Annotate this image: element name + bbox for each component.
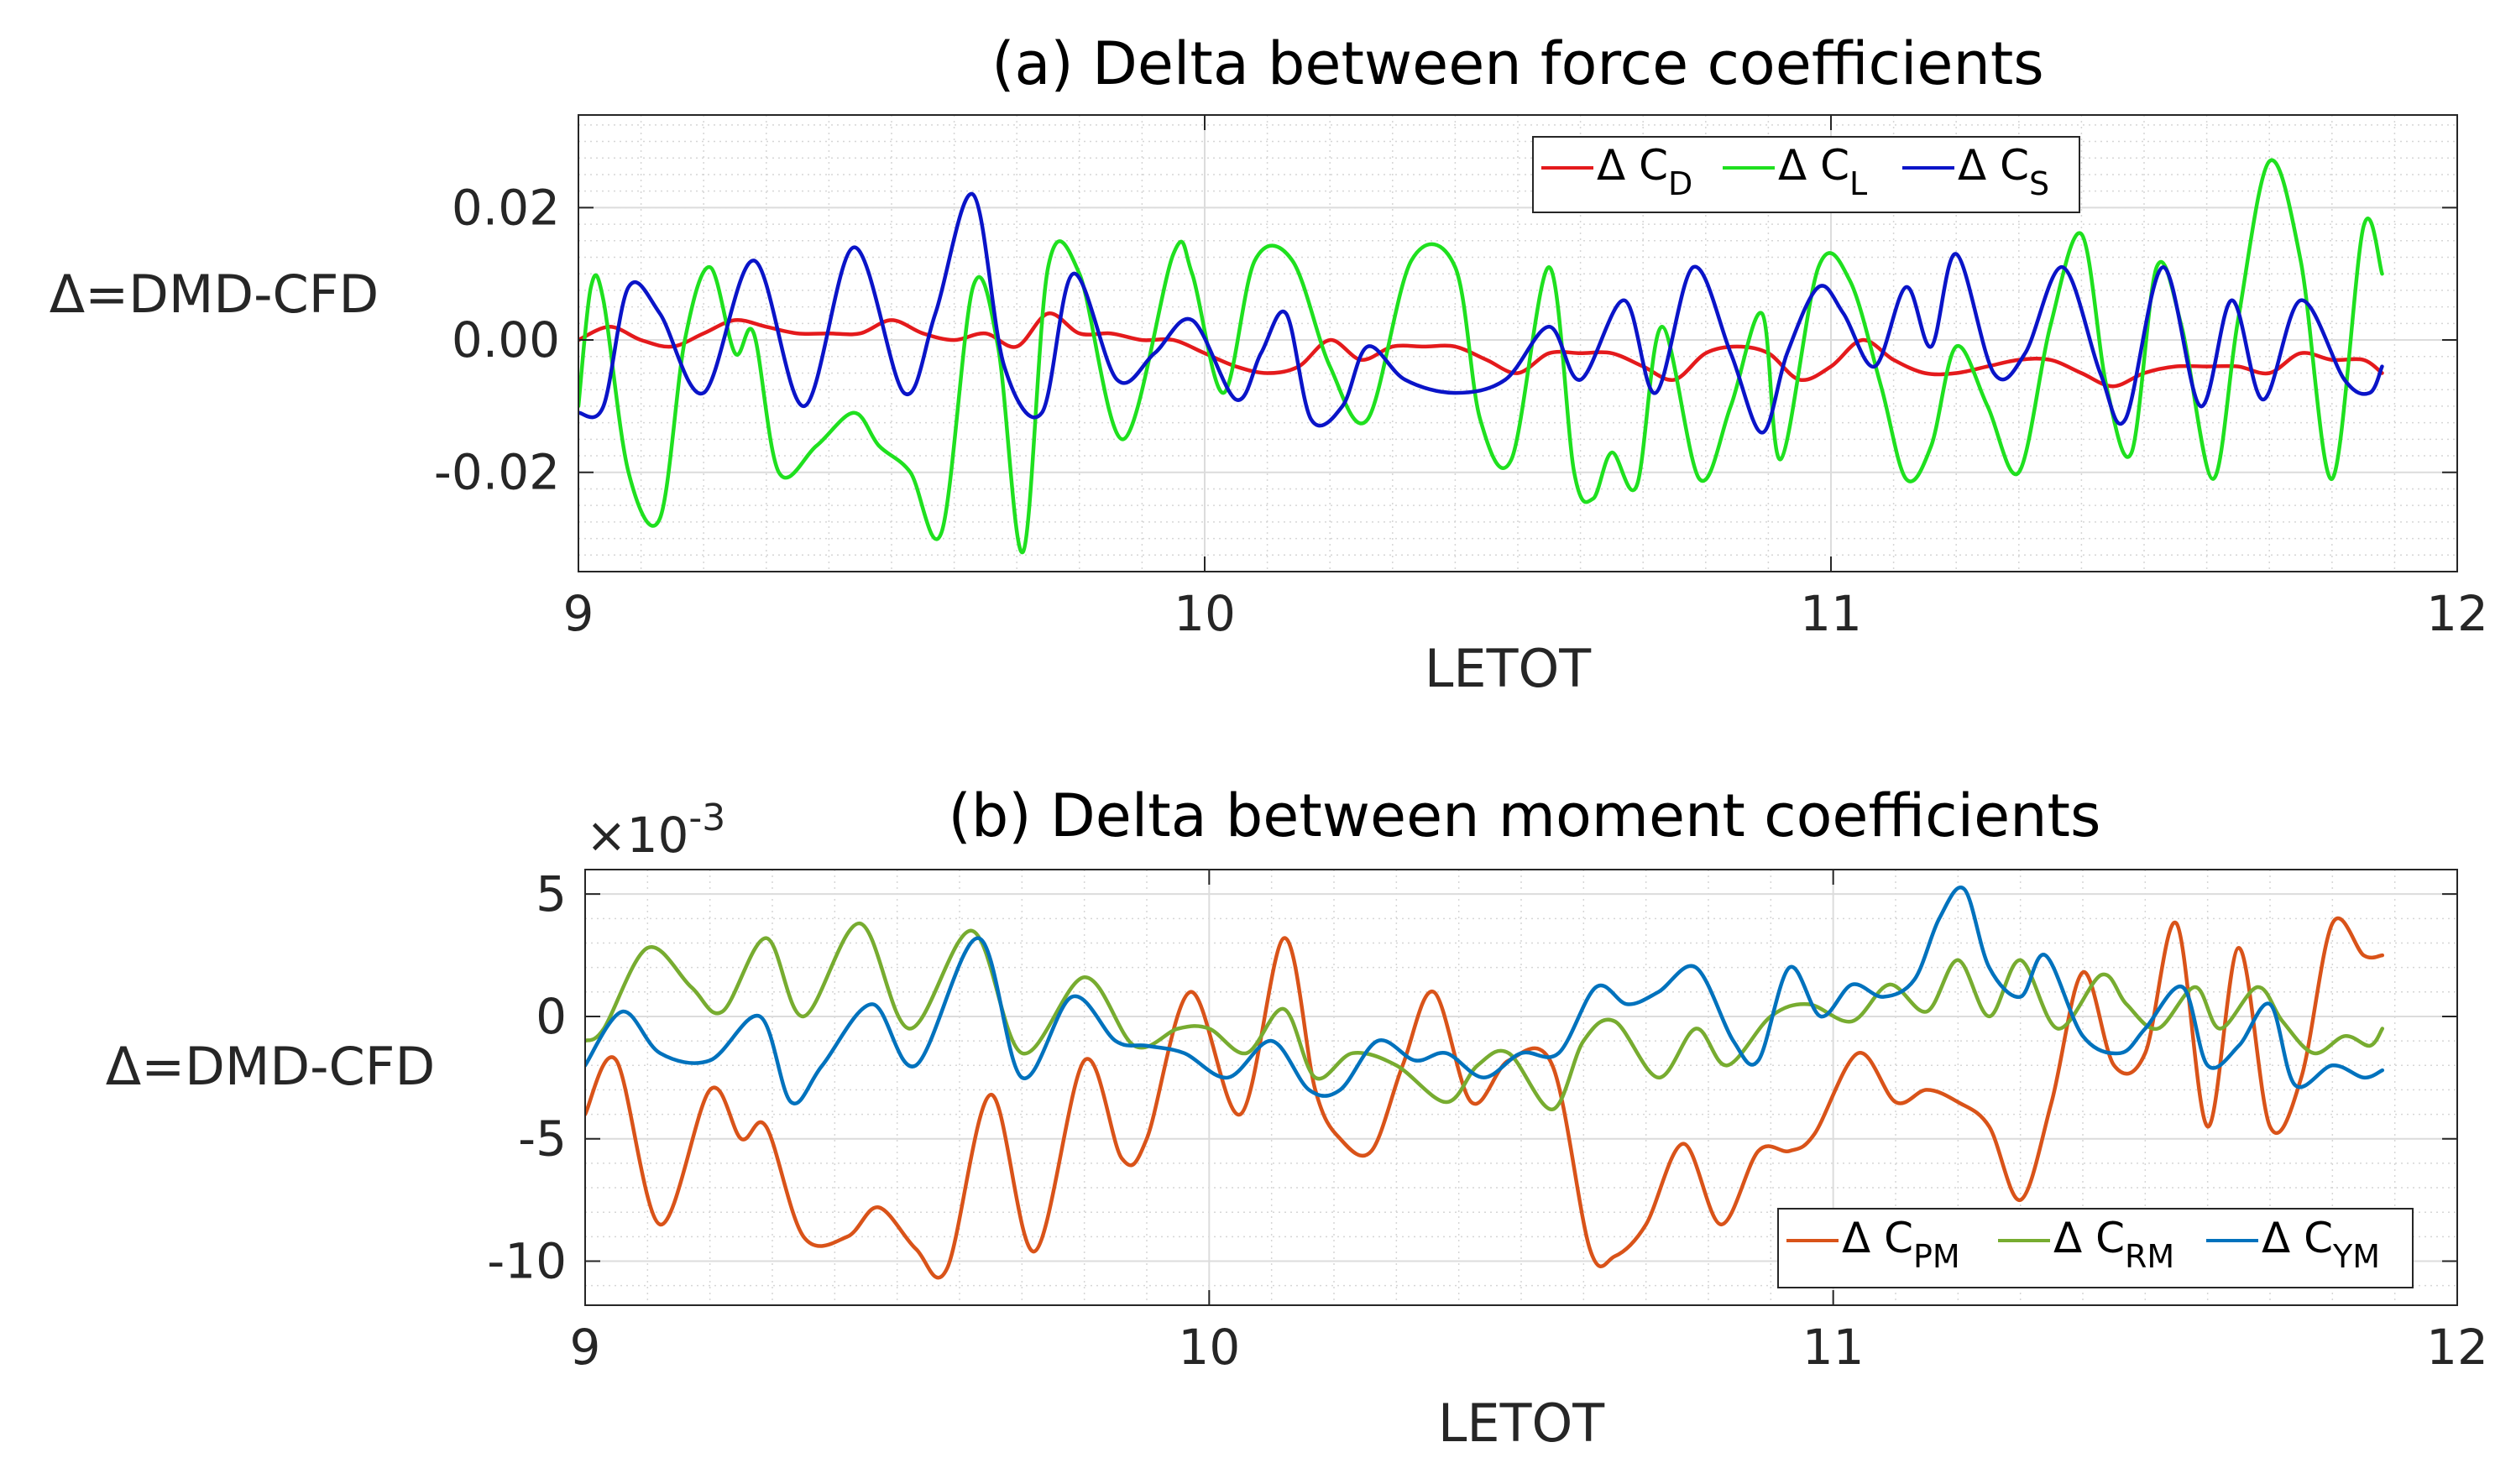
legend-prefix: Δ C: [1778, 141, 1849, 190]
xlabel-b: LETOT: [1438, 1393, 1605, 1454]
legend-prefix: Δ C: [1842, 1214, 1913, 1262]
x-tick-label: 12: [2426, 1319, 2488, 1376]
legend-sub-cl: L: [1849, 165, 1867, 202]
ticks-a: 9 10 11 12 0.02 0.00 -0.02: [434, 115, 2488, 642]
x-tick-label: 12: [2426, 585, 2488, 642]
y-tick-label: 5: [536, 865, 567, 922]
legend-label-cs: Δ CS: [1958, 141, 2049, 202]
ticks-b: 9 10 11 12 5 0 -5 -10: [487, 865, 2488, 1376]
y-tick-label: -0.02: [434, 444, 560, 501]
axes-box-b: [584, 869, 2458, 1306]
exponent-base: ×10: [586, 807, 688, 864]
panel-b-moment-coefficients: 9 10 11 12 5 0 -5 -10 (b) Delta between moment …: [106, 781, 2488, 1454]
y-tick-label: -10: [487, 1233, 567, 1290]
legend-b: Δ CPM Δ CRM Δ CYM: [1777, 1208, 2414, 1288]
series-line-ym: [585, 886, 2385, 1105]
ylabel-a: Δ=DMD-CFD: [50, 264, 379, 325]
x-tick-label: 10: [1174, 585, 1236, 642]
x-tick-label: 11: [1800, 585, 1862, 642]
legend-entry-cs: Δ CS: [1902, 141, 2049, 202]
series-group-a: [578, 158, 2384, 555]
legend-prefix: Δ C: [2262, 1214, 2333, 1262]
exponent-power: -3: [688, 797, 725, 839]
panel-a-force-coefficients: 9 10 11 12 0.02 0.00 -0.02 (a) Delta between f…: [50, 29, 2488, 699]
legend-a: Δ CD Δ CL Δ CS: [1532, 136, 2080, 213]
series-group-b: [585, 886, 2385, 1280]
legend-label-cpm: Δ CPM: [1842, 1214, 1960, 1275]
y-tick-label: 0.00: [452, 311, 560, 368]
legend-entry-cpm: Δ CPM: [1786, 1214, 1960, 1275]
title-b: (b) Delta between moment coefficients: [949, 781, 2101, 850]
legend-sub-cs: S: [2029, 165, 2049, 202]
legend-sub-crm: RM: [2125, 1238, 2174, 1275]
legend-entry-cl: Δ CL: [1723, 141, 1867, 202]
legend-entry-cym: Δ CYM: [2206, 1214, 2380, 1275]
legend-sub-cd: D: [1668, 165, 1692, 202]
legend-label-cym: Δ CYM: [2262, 1214, 2380, 1275]
x-tick-label: 9: [563, 585, 594, 642]
x-tick-label: 10: [1178, 1319, 1240, 1376]
legend-entry-cd: Δ CD: [1541, 141, 1692, 202]
xlabel-a: LETOT: [1425, 638, 1592, 699]
series-line-l: [578, 158, 2384, 555]
legend-label-crm: Δ CRM: [2053, 1214, 2174, 1275]
y-tick-label: -5: [518, 1110, 567, 1168]
legend-box-b: [1777, 1208, 2414, 1288]
legend-prefix: Δ C: [1597, 141, 1668, 190]
exponent-label-b: ×10-3: [586, 797, 725, 864]
ylabel-b: Δ=DMD-CFD: [106, 1036, 435, 1097]
x-tick-label: 9: [570, 1319, 601, 1376]
legend-box-a: [1532, 136, 2080, 213]
y-tick-label: 0.02: [452, 179, 560, 236]
axes-box-a: [578, 114, 2458, 572]
legend-label-cl: Δ CL: [1778, 141, 1867, 202]
series-line-rm: [585, 921, 2385, 1111]
series-line-s: [578, 191, 2384, 435]
legend-prefix: Δ C: [1958, 141, 2029, 190]
legend-sub-cpm: PM: [1913, 1238, 1960, 1275]
legend-label-cd: Δ CD: [1597, 141, 1692, 202]
legend-prefix: Δ C: [2053, 1214, 2125, 1262]
y-tick-label: 0: [536, 988, 567, 1045]
legend-sub-cym: YM: [2332, 1238, 2380, 1275]
title-a: (a) Delta between force coefficients: [991, 29, 2044, 98]
legend-entry-crm: Δ CRM: [1998, 1214, 2174, 1275]
x-tick-label: 11: [1802, 1319, 1865, 1376]
